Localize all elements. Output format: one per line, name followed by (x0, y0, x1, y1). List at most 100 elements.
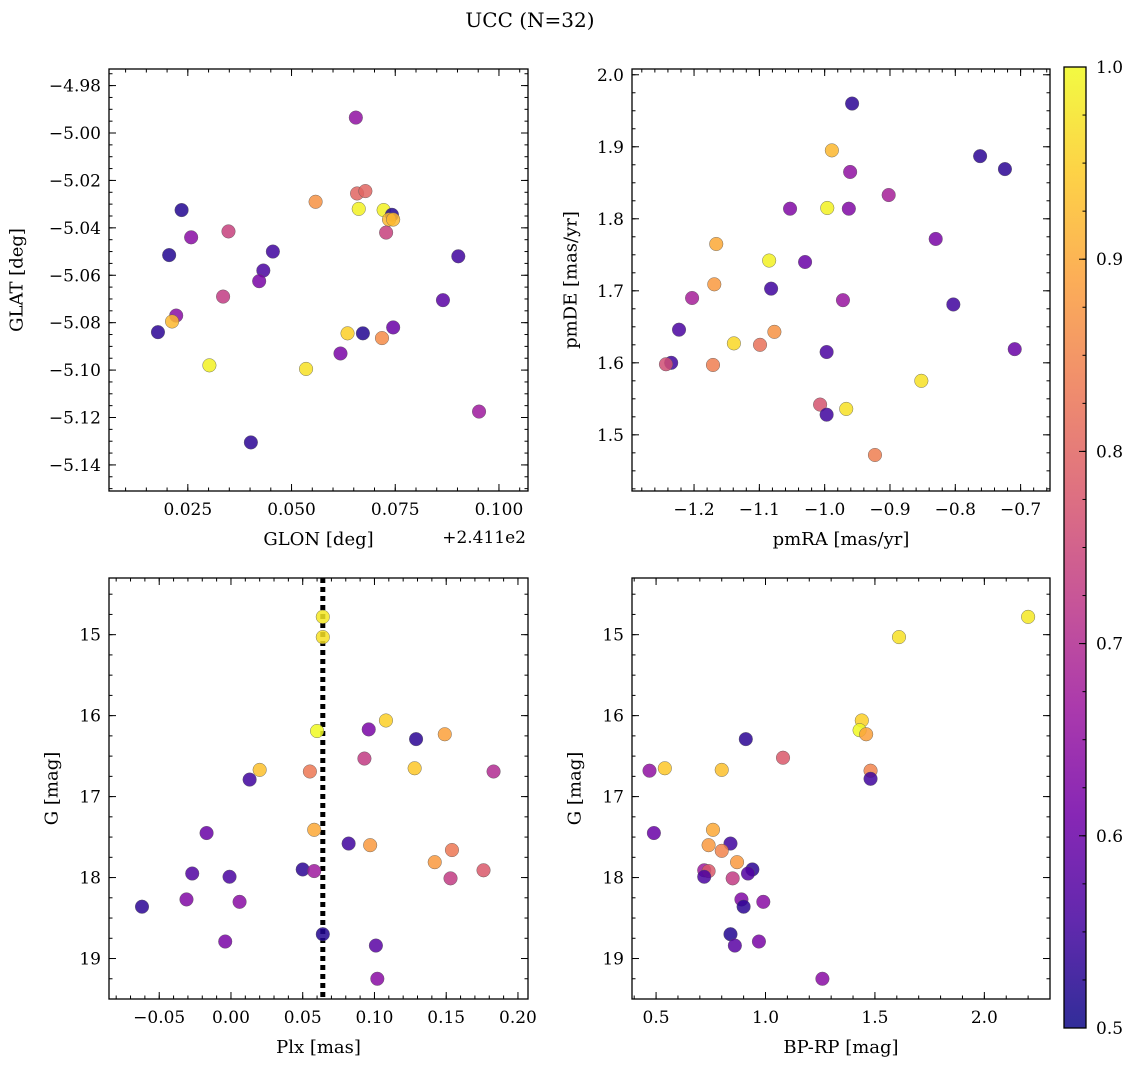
x-axis-label: pmRA [mas/yr] (773, 529, 910, 550)
x-axis-label: Plx [mas] (276, 1037, 361, 1058)
scatter-point (756, 894, 771, 909)
y-tick-label: 1.6 (597, 354, 624, 374)
colorbar-tick-label: 0.5 (1096, 1019, 1123, 1039)
scatter-point (340, 326, 355, 341)
scatter-point (368, 938, 383, 953)
scatter-point (736, 899, 751, 914)
axes-frame (631, 68, 1051, 492)
scatter-point (243, 435, 258, 450)
y-tick-label: 15 (602, 626, 624, 646)
y-tick-label: 1.9 (597, 138, 624, 158)
y-axis-label: GLAT [deg] (7, 228, 28, 332)
scatter-point (348, 110, 363, 125)
y-tick-label: −5.04 (49, 219, 101, 239)
scatter-point (472, 404, 487, 419)
scatter-point (820, 200, 835, 215)
y-tick-label: 1.7 (597, 282, 624, 302)
scatter-point (379, 225, 394, 240)
scatter-panel-4: 0.5 1.0 1.5 2.0 15 16 17 18 19 BP-RP [mag] G [mag] (565, 577, 1051, 1058)
scatter-point (738, 732, 753, 747)
scatter-point (299, 361, 314, 376)
y-tick-label: 18 (602, 869, 624, 889)
scatter-point (218, 934, 233, 949)
x-tick-label: −0.9 (869, 500, 910, 520)
scatter-point (709, 236, 724, 251)
scatter-panel-1: 0.025 0.050 0.075 0.100 −5.14 −5.12 −5.10 −5.08… (7, 68, 529, 550)
scatter-point (435, 293, 450, 308)
x-tick-label: 2.0 (971, 1008, 998, 1028)
scatter-point (409, 732, 424, 747)
colorbar-tick-label: 0.9 (1096, 250, 1123, 270)
scatter-point (150, 325, 165, 340)
y-tick-label: −5.00 (49, 124, 101, 144)
scatter-point (726, 336, 741, 351)
x-tick-label: 0.025 (163, 500, 212, 520)
scatter-point (946, 297, 961, 312)
scatter-point (378, 713, 393, 728)
x-tick-label: 0.10 (356, 1008, 394, 1028)
x-tick-label: 0.00 (212, 1008, 250, 1028)
scatter-point (307, 864, 322, 879)
y-tick-label: −5.12 (49, 409, 101, 429)
scatter-point (891, 630, 906, 645)
x-tick-label: 0.15 (427, 1008, 465, 1028)
scatter-point (798, 254, 813, 269)
x-tick-label: 0.05 (284, 1008, 322, 1028)
scatter-point (714, 762, 729, 777)
scatter-point (727, 938, 742, 953)
scatter-point (315, 927, 330, 942)
x-axis-label: GLON [deg] (263, 529, 373, 550)
scatter-point (881, 188, 896, 203)
scatter-point (740, 866, 755, 881)
y-axis-label: G [mag] (42, 752, 63, 825)
y-tick-label: 18 (79, 869, 101, 889)
y-tick-label: −5.08 (49, 314, 101, 334)
scatter-point (928, 231, 943, 246)
scatter-point (751, 934, 766, 949)
scatter-point (914, 373, 929, 388)
scatter-point (232, 894, 247, 909)
y-tick-label: 19 (79, 950, 101, 970)
y-tick-label: −5.14 (49, 456, 101, 476)
y-tick-label: 15 (79, 626, 101, 646)
colorbar: 0.5 0.6 0.7 0.8 0.9 1.0 (1063, 58, 1123, 1039)
scatter-point (486, 764, 501, 779)
x-tick-label: 1.5 (861, 1008, 888, 1028)
axes-frame (108, 577, 529, 1000)
scatter-point (361, 722, 376, 737)
scatter-point (839, 401, 854, 416)
scatter-point (835, 293, 850, 308)
x-tick-label: 0.075 (371, 500, 420, 520)
scatter-point (753, 337, 768, 352)
scatter-point (444, 843, 459, 858)
y-axis-label: G [mag] (565, 752, 586, 825)
scatter-point (315, 630, 330, 645)
y-tick-label: 17 (602, 788, 624, 808)
x-tick-label: −1.2 (673, 500, 714, 520)
scatter-point (767, 324, 782, 339)
scatter-point (179, 892, 194, 907)
colorbar-gradient (1064, 67, 1086, 1028)
scatter-point (386, 212, 401, 227)
scatter-point (843, 164, 858, 179)
scatter-point (642, 763, 657, 778)
scatter-point (185, 866, 200, 881)
axes-frame (108, 68, 529, 492)
scatter-point (242, 772, 257, 787)
scatter-point (707, 277, 722, 292)
scatter-point (252, 274, 267, 289)
y-tick-label: 19 (602, 950, 624, 970)
x-tick-label: 0.050 (267, 500, 316, 520)
scatter-point (714, 843, 729, 858)
scatter-point (135, 899, 150, 914)
scatter-point (646, 826, 661, 841)
scatter-point (216, 289, 231, 304)
y-tick-label: 2.0 (597, 66, 624, 86)
y-tick-label: −4.98 (49, 77, 101, 97)
scatter-point (370, 971, 385, 986)
panels: 0.025 0.050 0.075 0.100 −5.14 −5.12 −5.10 −5.08… (7, 66, 1051, 1058)
scatter-point (174, 203, 189, 218)
scatter-point (308, 194, 323, 209)
x-tick-label: −1.1 (739, 500, 780, 520)
x-tick-label: −0.8 (935, 500, 976, 520)
